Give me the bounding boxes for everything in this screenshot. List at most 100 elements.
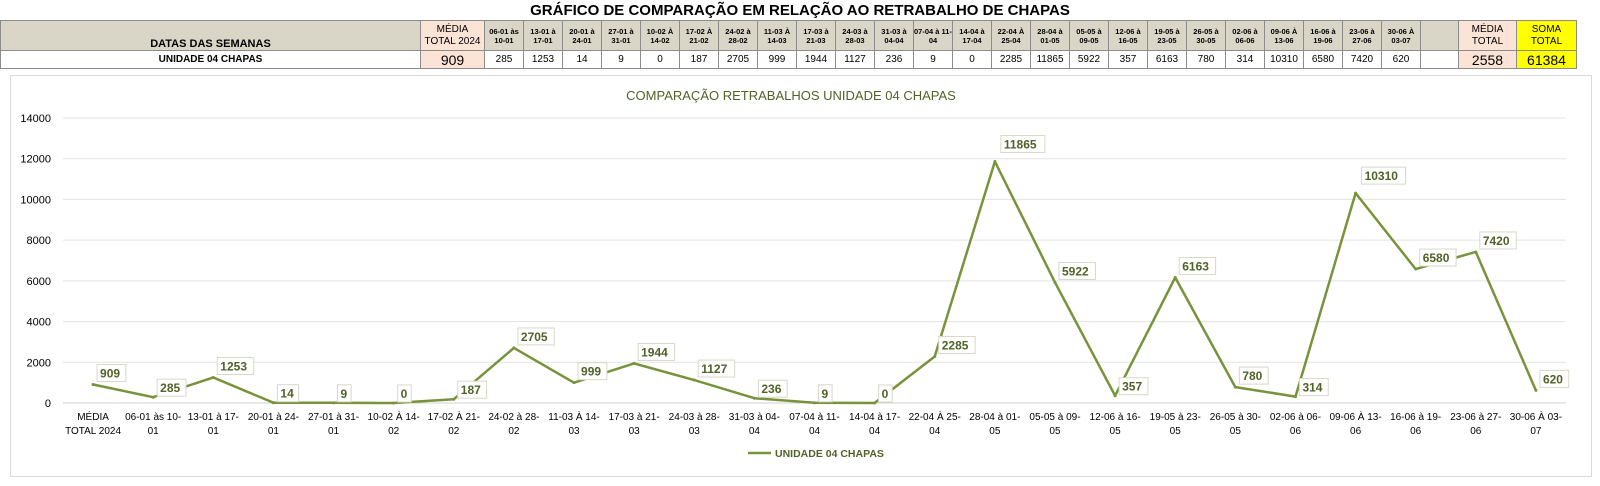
week-header-cell: 16-06 à 19-06 — [1303, 20, 1343, 51]
week-value-cell: 5922 — [1069, 50, 1109, 69]
x-tick-label: 02-06 à 06-06 — [1270, 412, 1321, 437]
week-header-cell: 13-01 à 17-01 — [523, 20, 563, 51]
week-header-cell: 07-04 à 11-04 — [913, 20, 953, 51]
x-tick-label: MÉDIA TOTAL 2024 — [65, 410, 121, 437]
week-header-cell: 28-04 à 01-05 — [1030, 20, 1070, 51]
data-label: 999 — [581, 365, 601, 379]
week-value-cell: 0 — [952, 50, 992, 69]
x-tick-label: 12-06 à 16-05 — [1090, 412, 1141, 437]
data-label: 314 — [1302, 381, 1322, 395]
week-header-cell: 22-04 À 25-04 — [991, 20, 1031, 51]
x-tick-label: 19-05 à 23-05 — [1150, 412, 1201, 437]
data-point — [813, 401, 816, 405]
week-header-cell: 24-02 à 28-02 — [718, 20, 758, 51]
legend-label: UNIDADE 04 CHAPAS — [775, 448, 884, 460]
data-point — [91, 382, 95, 386]
week-header-cell: 10-02 À 14-02 — [640, 20, 680, 51]
week-value-cell: 7420 — [1342, 50, 1382, 69]
data-label-box — [637, 342, 676, 361]
week-value-cell: 1944 — [796, 50, 836, 69]
data-label-box — [1361, 166, 1407, 185]
data-label: 9 — [341, 387, 348, 401]
media-value-cell: 909 — [420, 50, 485, 69]
x-tick-label: 31-03 à 04-04 — [729, 412, 780, 437]
row-label-cell: UNIDADE 04 CHAPAS — [0, 50, 421, 69]
header-label-cell: DATAS DAS SEMANAS — [0, 20, 421, 51]
data-point — [1053, 280, 1057, 284]
week-header-cell: 12-06 à 16-05 — [1108, 20, 1148, 51]
data-label: 187 — [461, 383, 481, 397]
data-label-box — [1539, 369, 1570, 388]
data-point — [1354, 191, 1358, 195]
data-label-box — [397, 384, 412, 403]
y-tick-label: 4000 — [27, 317, 51, 329]
data-label: 357 — [1122, 380, 1142, 394]
data-label: 909 — [100, 366, 120, 380]
spacer-value-cell — [1420, 50, 1459, 69]
data-label: 0 — [401, 387, 408, 401]
data-point — [1534, 388, 1538, 392]
header-row: DATAS DAS SEMANAS MÉDIA TOTAL 2024 06-01 à… — [0, 20, 1577, 51]
week-value-cell: 6580 — [1303, 50, 1343, 69]
data-point — [993, 159, 997, 163]
data-point — [512, 346, 516, 350]
data-point — [933, 354, 937, 358]
y-tick-label: 0 — [45, 398, 51, 410]
x-tick-label: 06-01 às 10-01 — [125, 412, 181, 437]
y-tick-label: 14000 — [20, 113, 51, 125]
x-tick-label: 27-01 à 31-01 — [308, 412, 359, 437]
data-point — [572, 381, 576, 385]
data-label-box — [1178, 257, 1217, 276]
line-chart: COMPARAÇÃO RETRABALHOS UNIDADE 04 CHAPAS… — [20, 88, 1570, 460]
week-header-cell: 05-05 à 09-05 — [1069, 20, 1109, 51]
week-value-cell: 9 — [913, 50, 953, 69]
data-point — [1233, 385, 1237, 389]
week-header-cell: 19-05 à 23-05 — [1147, 20, 1187, 51]
data-label-box — [1000, 134, 1046, 153]
data-label: 5922 — [1062, 264, 1089, 278]
week-header-cell: 27-01 à 31-01 — [601, 20, 641, 51]
week-value-cell: 2285 — [991, 50, 1031, 69]
summary-table: DATAS DAS SEMANAS MÉDIA TOTAL 2024 06-01 à… — [0, 20, 1577, 69]
data-label-box — [1479, 231, 1517, 250]
week-value-cell: 236 — [874, 50, 914, 69]
data-label-box — [878, 384, 893, 403]
y-tick-label: 8000 — [27, 235, 51, 247]
data-label-box — [457, 380, 488, 399]
data-point — [692, 378, 696, 382]
data-label: 6580 — [1423, 251, 1450, 265]
data-point — [271, 401, 275, 405]
data-label-box — [517, 327, 555, 346]
week-header-cell: 02-06 à 06-06 — [1225, 20, 1265, 51]
data-label-box — [818, 384, 833, 403]
data-point — [151, 395, 155, 399]
data-point — [211, 375, 215, 379]
data-label: 7420 — [1483, 234, 1510, 248]
data-label: 14 — [280, 387, 294, 401]
week-header-cell: 09-06 À 13-06 — [1264, 20, 1304, 51]
x-tick-label: 07-04 à 11-04 — [789, 412, 839, 437]
data-point — [452, 397, 456, 401]
x-tick-label: 24-02 à 28-02 — [488, 412, 539, 437]
data-label: 236 — [761, 382, 781, 396]
data-label: 9 — [822, 387, 829, 401]
x-tick-label: 30-06 À 03-07 — [1510, 410, 1562, 437]
week-header-cell: 06-01 às 10-01 — [484, 20, 524, 51]
week-value-cell: 1127 — [835, 50, 875, 69]
series-line — [92, 160, 1538, 405]
week-header-cell: 31-03 à 04-04 — [874, 20, 914, 51]
week-value-cell: 9 — [601, 50, 641, 69]
y-tick-label: 2000 — [27, 357, 51, 369]
data-label-box — [1419, 248, 1457, 267]
data-label-box — [216, 356, 255, 375]
value-row: UNIDADE 04 CHAPAS 909 285 1253 14 9 0 187 2705 99… — [0, 50, 1577, 69]
data-point — [1173, 276, 1177, 280]
data-label-box — [577, 362, 608, 381]
data-label-box — [156, 378, 187, 397]
week-header-cell: 17-03 à 21-03 — [796, 20, 836, 51]
data-label-box — [757, 379, 788, 398]
week-value-cell: 0 — [640, 50, 680, 69]
week-value-cell: 314 — [1225, 50, 1265, 69]
data-point — [392, 401, 396, 405]
data-label-box — [337, 384, 352, 403]
